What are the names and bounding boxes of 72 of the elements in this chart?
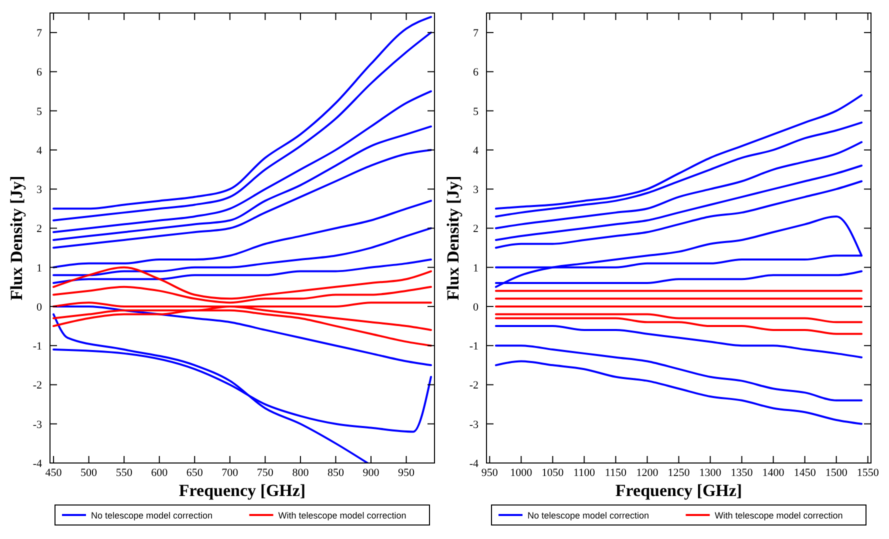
x-tick-label: 450 [45,467,62,479]
x-tick-label: 1000 [510,467,533,479]
x-axis-title: Frequency [GHz] [178,481,306,500]
line-series [52,227,432,276]
line-series [52,305,432,366]
line-series [494,164,863,241]
y-tick-label: -4 [469,458,479,470]
line-series [52,258,432,284]
y-tick-label: -3 [32,418,42,431]
y-tick-label: 1 [36,262,42,274]
y-tick-label: 7 [473,28,479,40]
line-series [52,90,432,234]
y-tick-label: 5 [473,106,479,118]
x-tick-label: 1250 [668,467,690,479]
legend-label: No telescope model correction [91,510,213,520]
x-tick-label: 1100 [573,467,596,479]
y-tick-label: 5 [36,106,42,118]
x-tick-label: 900 [362,467,380,479]
y-tick-label: -2 [469,380,478,392]
x-tick-label: 1050 [542,467,564,479]
y-tick-label: -1 [32,340,42,353]
x-tick-label: 1400 [762,467,785,479]
x-tick-label: 800 [292,467,310,479]
y-tick-label: 6 [36,66,42,79]
line-series [52,309,432,347]
line-series [52,266,432,300]
line-series [52,125,432,241]
y-tick-label: 2 [36,223,42,236]
line-series [494,180,863,249]
line-series [494,317,863,335]
x-tick-label: 500 [80,467,98,479]
y-tick-label: 7 [36,28,42,40]
y-tick-label: 4 [473,144,479,157]
x-axis-title: Frequency [GHz] [615,481,742,500]
line-series [494,344,863,402]
x-tick-label: 1300 [699,467,722,479]
y-tick-label: 1 [473,262,478,274]
x-tick-label: 1500 [825,467,848,479]
y-tick-label: 3 [36,184,42,196]
y-tick-label: -1 [469,340,478,353]
line-series [52,148,432,249]
x-tick-label: 600 [151,467,168,479]
y-axis-title: Flux Density [Jy] [444,176,462,300]
x-tick-label: 950 [398,467,416,479]
y-tick-label: 0 [473,301,479,314]
line-series [52,200,432,268]
line-series [494,325,863,358]
x-tick-label: 1350 [730,467,754,479]
legend-label: No telescope model correction [528,510,650,520]
x-tick-label: 700 [222,467,239,479]
y-tick-label: 2 [473,223,478,236]
x-tick-label: 1200 [636,467,659,479]
legend-label: With telescope model correction [714,510,843,520]
x-tick-label: 1550 [856,467,880,479]
x-tick-label: 750 [256,467,274,479]
y-tick-label: 3 [473,184,479,196]
y-tick-label: -3 [469,418,479,431]
line-series [494,360,863,425]
x-tick-label: 1150 [604,467,628,479]
x-tick-label: 550 [116,467,133,479]
x-tick-label: 950 [481,467,498,479]
x-tick-label: 1450 [794,467,816,479]
y-axis-title: Flux Density [Jy] [7,176,26,300]
y-tick-label: -2 [32,380,42,392]
y-tick-label: 6 [473,66,479,79]
legend-label: With telescope model correction [278,510,406,520]
y-tick-label: 4 [36,144,42,157]
y-tick-label: -4 [32,458,42,470]
x-tick-label: 650 [186,467,204,479]
line-series [494,141,863,230]
y-tick-label: 0 [36,301,42,314]
x-tick-label: 850 [327,467,344,479]
